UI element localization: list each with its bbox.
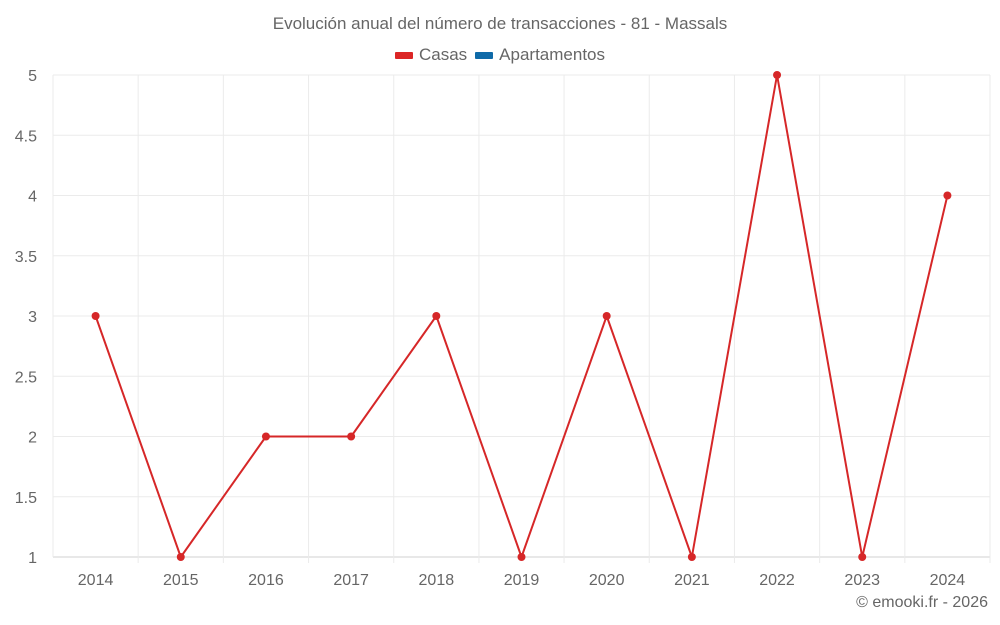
y-tick-label: 1.5	[15, 490, 37, 507]
y-tick-label: 3	[28, 309, 37, 326]
legend-swatch-apartamentos	[475, 51, 494, 59]
legend-label-apartamentos: Apartamentos	[499, 45, 606, 64]
data-point	[602, 312, 611, 320]
data-point	[773, 71, 782, 79]
x-tick-label: 2022	[759, 572, 795, 589]
data-point	[858, 553, 867, 561]
y-tick-label: 4	[28, 189, 37, 206]
data-point	[176, 553, 185, 561]
data-point	[687, 553, 696, 561]
x-tick-label: 2015	[163, 572, 199, 589]
legend-swatch-casas	[394, 51, 413, 59]
legend-item-casas[interactable]: Casas	[394, 45, 468, 65]
x-tick-label: 2019	[504, 572, 540, 589]
legend-item-apartamentos[interactable]: Apartamentos	[475, 45, 605, 65]
y-tick-label: 2	[28, 430, 37, 447]
data-point	[517, 553, 526, 561]
legend-label-casas: Casas	[418, 45, 468, 64]
data-point	[261, 432, 270, 441]
x-tick-label: 2014	[78, 572, 114, 589]
y-tick-label: 1	[28, 550, 37, 567]
data-point	[432, 312, 441, 320]
x-tick-label: 2021	[674, 572, 710, 589]
x-tick-label: 2016	[248, 572, 284, 589]
x-tick-label: 2018	[419, 572, 455, 589]
x-tick-label: 2023	[844, 572, 880, 589]
copyright-footer: © emooki.fr - 2026	[856, 594, 988, 611]
x-tick-label: 2017	[333, 572, 369, 589]
data-point	[91, 312, 100, 320]
y-tick-label: 3.5	[15, 249, 37, 266]
chart-legend: Casas Apartamentos	[0, 45, 1000, 65]
x-tick-label: 2020	[589, 572, 625, 589]
data-point	[347, 432, 356, 441]
data-point	[943, 191, 952, 200]
y-tick-label: 5	[28, 68, 37, 85]
x-tick-label: 2024	[930, 572, 966, 589]
y-tick-label: 4.5	[15, 128, 37, 145]
chart-title: Evolución anual del número de transaccio…	[272, 14, 728, 33]
y-tick-label: 2.5	[15, 369, 37, 386]
